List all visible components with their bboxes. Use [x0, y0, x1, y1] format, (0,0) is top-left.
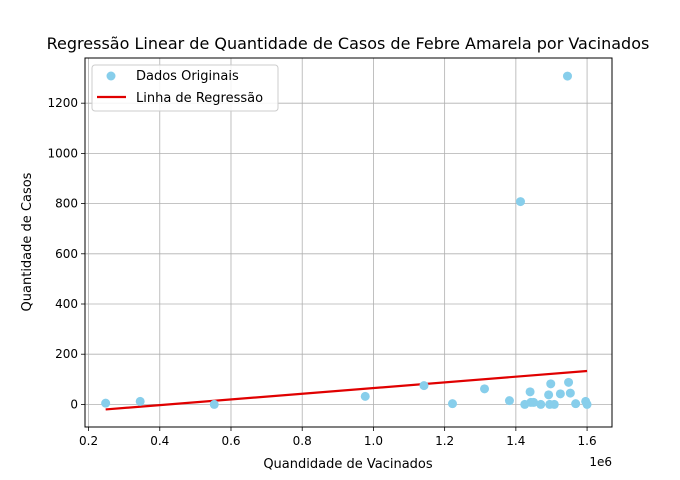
- data-point: [536, 399, 546, 409]
- chart-title: Regressão Linear de Quantidade de Casos …: [47, 34, 650, 53]
- y-axis-label: Quantidade de Casos: [20, 172, 35, 311]
- x-tick-label: 0.4: [150, 434, 169, 448]
- data-point: [360, 391, 370, 401]
- data-point: [549, 399, 559, 409]
- plot-frame: [84, 57, 613, 428]
- y-tick-label: 800: [55, 197, 78, 211]
- data-point: [565, 388, 575, 398]
- x-offset-label: 1e6: [589, 455, 612, 469]
- data-point: [504, 396, 514, 406]
- data-point: [101, 398, 111, 408]
- scatter-series: [101, 71, 592, 409]
- legend-marker-dados-originais: [106, 71, 116, 81]
- y-tick-label: 1000: [47, 146, 78, 160]
- data-point: [209, 399, 219, 409]
- data-point: [555, 389, 565, 399]
- y-tick-label: 400: [55, 297, 78, 311]
- x-tick-label: 0.6: [221, 434, 240, 448]
- x-tick-label: 1.6: [578, 434, 597, 448]
- data-point: [529, 397, 539, 407]
- y-tick-label: 600: [55, 247, 78, 261]
- data-point: [562, 71, 572, 81]
- data-point: [525, 387, 535, 397]
- y-tick-label: 1200: [47, 96, 78, 110]
- x-axis-ticks: 0.2 0.4 0.6 0.8 1.0 1.2 1.4 1.6: [79, 427, 597, 448]
- data-point: [546, 379, 556, 389]
- data-point: [571, 399, 581, 409]
- legend-label-linha-de-regressao: Linha de Regressão: [136, 91, 263, 106]
- legend: Dados Originais Linha de Regressão: [91, 64, 279, 112]
- regression-series: [105, 369, 588, 411]
- x-tick-label: 1.4: [506, 434, 525, 448]
- data-point: [447, 399, 457, 409]
- x-axis-label: Quandidade de Vacinados: [263, 457, 433, 472]
- data-point: [480, 384, 490, 394]
- legend-label-dados-originais: Dados Originais: [136, 69, 239, 84]
- y-tick-label: 0: [70, 397, 78, 411]
- x-tick-label: 0.8: [293, 434, 312, 448]
- data-point: [544, 390, 554, 400]
- data-point: [135, 396, 145, 406]
- y-tick-label: 200: [55, 347, 78, 361]
- x-tick-label: 1.2: [435, 434, 454, 448]
- data-point: [564, 377, 574, 387]
- legend-box: [91, 64, 279, 112]
- regression-line: [105, 369, 588, 411]
- data-point: [419, 381, 429, 391]
- data-point: [582, 399, 592, 409]
- y-axis-ticks: 0 200 400 600 800 1000 1200: [47, 96, 85, 411]
- x-tick-label: 1.0: [364, 434, 383, 448]
- data-point: [515, 197, 525, 207]
- x-tick-label: 0.2: [79, 434, 98, 448]
